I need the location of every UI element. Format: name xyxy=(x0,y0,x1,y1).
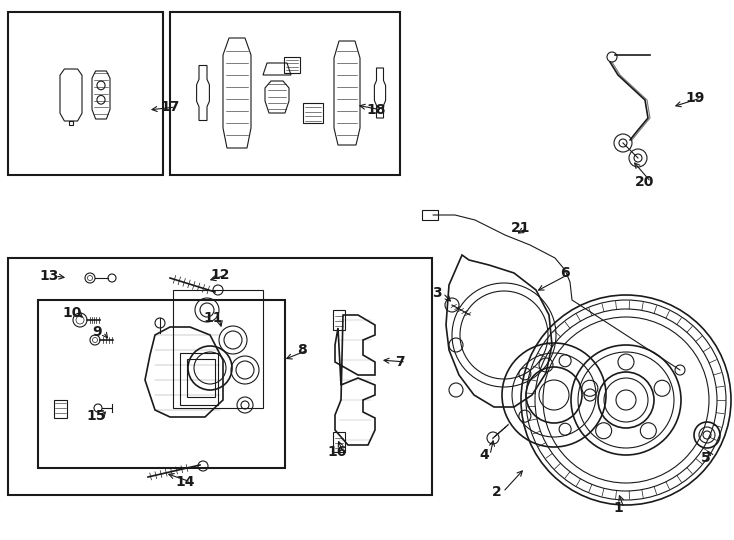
Text: 1: 1 xyxy=(613,501,623,515)
Text: 14: 14 xyxy=(175,475,195,489)
Text: 7: 7 xyxy=(395,355,405,369)
Text: 21: 21 xyxy=(512,221,531,235)
Text: 16: 16 xyxy=(327,445,346,459)
Text: 11: 11 xyxy=(203,311,222,325)
Text: 10: 10 xyxy=(62,306,81,320)
Text: 18: 18 xyxy=(366,103,386,117)
Bar xyxy=(170,12,400,175)
Text: 2: 2 xyxy=(492,485,502,499)
Bar xyxy=(303,103,323,123)
Text: 20: 20 xyxy=(636,175,655,189)
Text: 8: 8 xyxy=(297,343,307,357)
Text: 3: 3 xyxy=(432,286,442,300)
Bar xyxy=(180,353,218,405)
Text: 13: 13 xyxy=(40,269,59,283)
Bar xyxy=(8,12,163,175)
Text: 12: 12 xyxy=(210,268,230,282)
Bar xyxy=(422,210,438,220)
Bar xyxy=(333,310,345,330)
Bar xyxy=(187,359,215,397)
Text: 9: 9 xyxy=(92,325,102,339)
Text: 19: 19 xyxy=(686,91,705,105)
Text: 15: 15 xyxy=(87,409,106,423)
Text: 4: 4 xyxy=(479,448,489,462)
Bar xyxy=(333,432,345,452)
Text: 6: 6 xyxy=(560,266,570,280)
Bar xyxy=(284,57,300,73)
Bar xyxy=(8,258,432,495)
Text: 5: 5 xyxy=(701,451,711,465)
Bar xyxy=(38,300,285,468)
Bar xyxy=(173,290,263,408)
Text: 17: 17 xyxy=(160,100,180,114)
